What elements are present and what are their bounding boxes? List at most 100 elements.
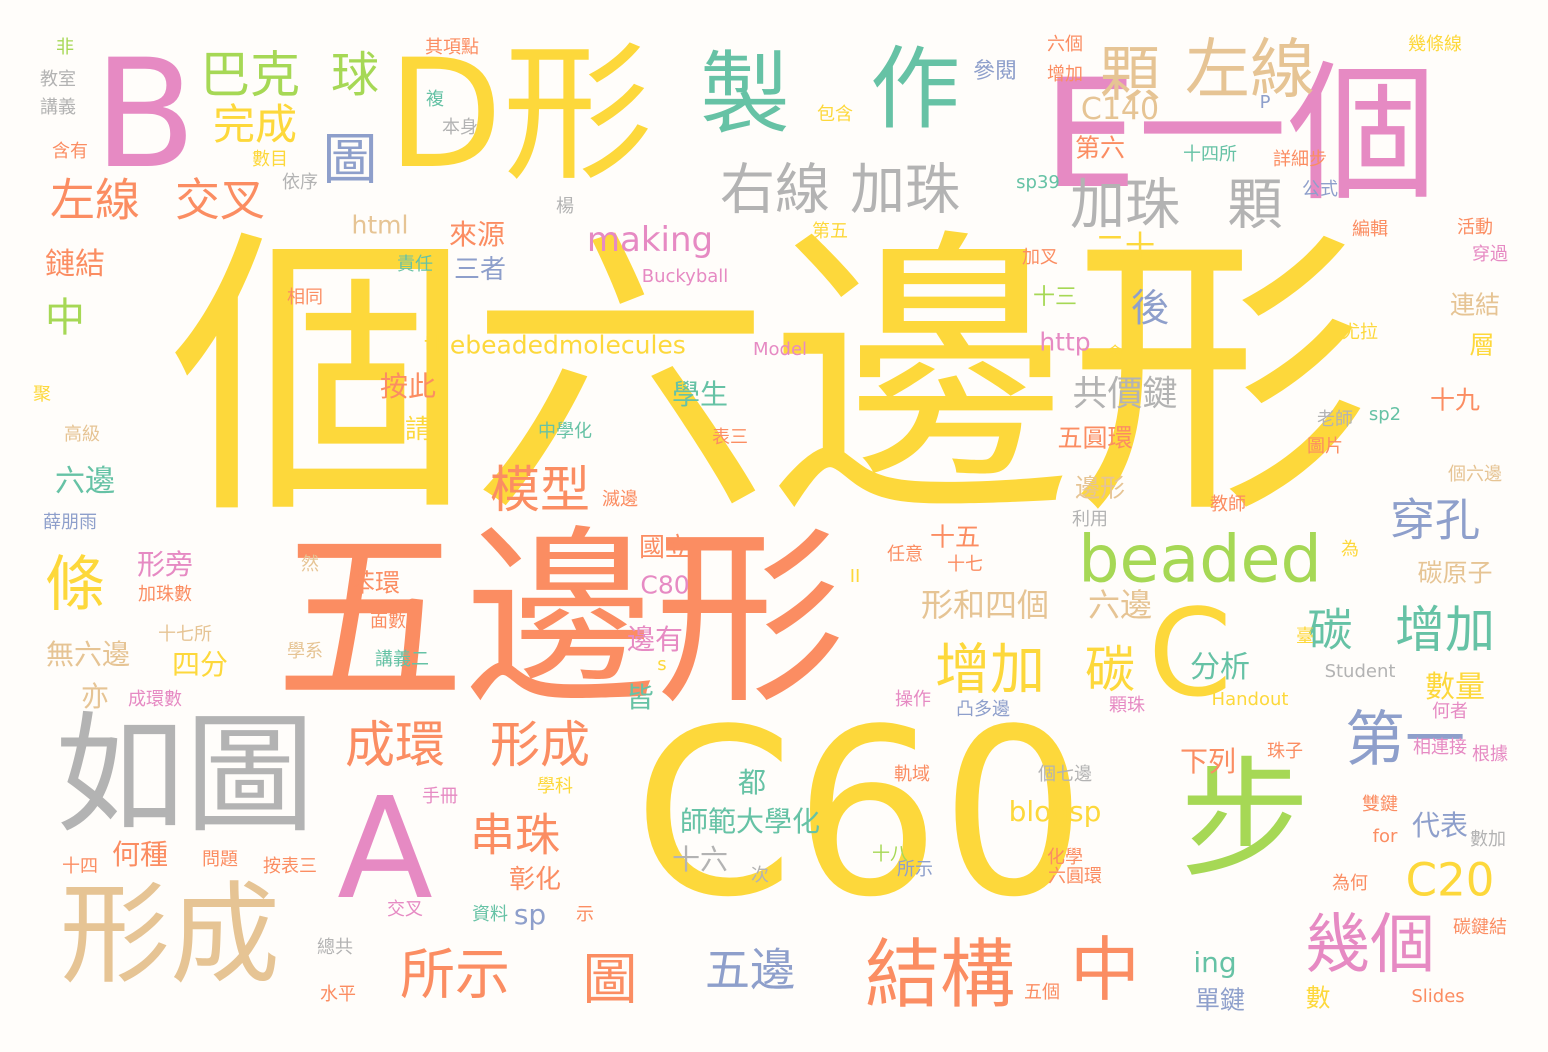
cloud-word: 學系 bbox=[287, 641, 323, 662]
cloud-word: 詳細步 bbox=[1273, 149, 1327, 170]
cloud-word: C bbox=[1148, 585, 1232, 724]
cloud-word: 面數 bbox=[370, 611, 406, 632]
cloud-word: 形旁 bbox=[136, 548, 194, 581]
cloud-word: 講義二 bbox=[375, 649, 429, 670]
cloud-word: 五圓環 bbox=[1057, 423, 1133, 453]
cloud-word: 巴克 bbox=[200, 46, 300, 104]
cloud-word: C60 bbox=[633, 681, 1087, 948]
cloud-word: 加珠 bbox=[1069, 172, 1181, 237]
cloud-word: 下列 bbox=[1179, 745, 1237, 778]
cloud-word: 相連接 bbox=[1413, 737, 1467, 758]
cloud-word: 分析 bbox=[1190, 650, 1250, 685]
cloud-word: 本身 bbox=[442, 117, 478, 138]
cloud-word: 鏈結 bbox=[45, 247, 105, 282]
cloud-word: Model bbox=[752, 339, 808, 360]
cloud-word: 串珠 bbox=[469, 808, 561, 862]
cloud-word: 步 bbox=[1179, 744, 1311, 896]
cloud-word: 師範大學化 bbox=[679, 805, 821, 838]
cloud-word: 依序 bbox=[282, 172, 318, 193]
cloud-word: 滅邊 bbox=[602, 489, 638, 510]
cloud-word: 完成 bbox=[212, 100, 298, 149]
cloud-word: 楊 bbox=[556, 196, 574, 217]
cloud-word: 非 bbox=[56, 37, 74, 58]
cloud-word: 三者 bbox=[453, 255, 507, 285]
cloud-word: 操作 bbox=[895, 689, 931, 710]
cloud-word: http bbox=[1039, 327, 1091, 357]
cloud-word: thebeadedmolecules bbox=[424, 330, 686, 360]
cloud-word: 學科 bbox=[537, 776, 573, 797]
cloud-word: 第一 bbox=[1345, 705, 1465, 775]
cloud-word: C140 bbox=[1080, 92, 1160, 127]
cloud-word: 講義 bbox=[40, 97, 76, 118]
cloud-word: 十七 bbox=[947, 554, 983, 575]
cloud-word: II bbox=[849, 566, 861, 587]
cloud-word: 個六邊 bbox=[1448, 464, 1502, 485]
cloud-word: 六圓環 bbox=[1048, 866, 1102, 887]
cloud-word: 碳 bbox=[1085, 641, 1135, 699]
cloud-word: 為何 bbox=[1332, 873, 1368, 894]
cloud-word: 個七邊 bbox=[1038, 764, 1092, 785]
cloud-word: 幾條線 bbox=[1408, 34, 1462, 55]
cloud-word: sp39 bbox=[1016, 172, 1060, 193]
cloud-word: 手冊 bbox=[422, 786, 458, 807]
cloud-word: 聚 bbox=[33, 384, 51, 405]
cloud-word: 包含 bbox=[817, 104, 853, 125]
cloud-word: 來源 bbox=[448, 218, 506, 251]
cloud-word: beaded bbox=[1078, 522, 1322, 598]
cloud-word: blogsp bbox=[1008, 795, 1102, 828]
cloud-word: 十三 bbox=[1032, 285, 1078, 310]
cloud-word: 何者 bbox=[1432, 701, 1468, 722]
cloud-word: 表三 bbox=[712, 427, 748, 448]
cloud-word: C80 bbox=[640, 570, 690, 600]
cloud-word: 製 bbox=[700, 42, 790, 147]
cloud-word: 五邊形 bbox=[274, 509, 846, 730]
cloud-word: B bbox=[93, 28, 197, 202]
cloud-word: 臺 bbox=[1296, 626, 1314, 647]
cloud-word: 右線 bbox=[719, 157, 831, 222]
cloud-word: 公式 bbox=[1302, 179, 1338, 200]
cloud-word: 教室 bbox=[40, 69, 76, 90]
cloud-word: 第五 bbox=[812, 221, 848, 242]
cloud-word: 都 bbox=[737, 766, 767, 799]
cloud-word: sp2 bbox=[1368, 404, 1402, 425]
cloud-word: 編輯 bbox=[1352, 219, 1388, 240]
cloud-word: 形和四個 bbox=[920, 586, 1050, 624]
cloud-word: 尤拉 bbox=[1342, 322, 1378, 343]
cloud-word: 十九 bbox=[1429, 385, 1481, 415]
cloud-word: 皆 bbox=[625, 681, 655, 714]
cloud-word: 中 bbox=[45, 295, 85, 341]
cloud-word: 如圖 bbox=[54, 699, 316, 851]
cloud-word: 相同 bbox=[287, 287, 323, 308]
cloud-word: 雙鍵 bbox=[1362, 794, 1398, 815]
cloud-word: 任意 bbox=[887, 544, 923, 565]
cloud-word: html bbox=[351, 210, 409, 240]
cloud-word: 中學化 bbox=[538, 421, 592, 442]
cloud-word: 邊形 bbox=[1074, 473, 1126, 503]
cloud-word: 穿孔 bbox=[1389, 493, 1481, 547]
cloud-word: 數目 bbox=[252, 149, 288, 170]
cloud-word: making bbox=[586, 220, 714, 260]
cloud-word: for bbox=[1372, 826, 1398, 847]
cloud-word: 彰化 bbox=[508, 865, 562, 895]
cloud-word: 十四所 bbox=[1183, 144, 1237, 165]
cloud-word: 碳鍵結 bbox=[1453, 917, 1507, 938]
cloud-word: 十五 bbox=[929, 522, 981, 552]
cloud-word: 示 bbox=[576, 904, 594, 925]
cloud-word: 次 bbox=[751, 865, 769, 886]
cloud-word: 資料 bbox=[472, 904, 508, 925]
cloud-word: Slides bbox=[1411, 986, 1465, 1007]
cloud-word: 十六 bbox=[671, 843, 729, 876]
cloud-word: 個六邊形 bbox=[170, 205, 1370, 554]
cloud-word: 珠子 bbox=[1267, 741, 1303, 762]
cloud-word: 請 bbox=[404, 415, 432, 445]
cloud-word: 連結 bbox=[1449, 290, 1501, 320]
cloud-word: 為 bbox=[1341, 539, 1359, 560]
cloud-word: 會 bbox=[1106, 344, 1124, 365]
cloud-word: 形成 bbox=[490, 716, 590, 774]
cloud-word: 利用 bbox=[1072, 509, 1108, 530]
cloud-word: 國立 bbox=[638, 533, 692, 563]
cloud-word: 成環數 bbox=[128, 689, 182, 710]
cloud-word: 然 bbox=[301, 554, 319, 575]
cloud-word: 含有 bbox=[52, 141, 88, 162]
cloud-word: 加珠 bbox=[849, 157, 961, 222]
